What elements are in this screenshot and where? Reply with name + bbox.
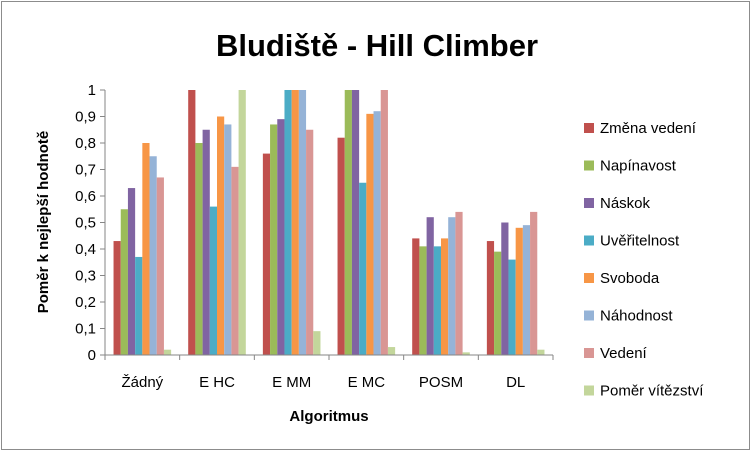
bar	[113, 241, 121, 355]
bar	[486, 241, 495, 355]
bar	[462, 352, 470, 355]
y-tick-label: 0,5	[75, 215, 96, 232]
bar	[284, 90, 292, 355]
x-tick-label: Žádný	[121, 374, 163, 391]
legend-swatch	[584, 348, 594, 358]
bar	[217, 116, 225, 355]
bar	[313, 331, 321, 355]
y-tick-label: 0,6	[75, 188, 96, 205]
bar	[306, 129, 314, 355]
x-tick-label: E MC	[348, 374, 386, 391]
legend-label: Změna vedení	[600, 120, 697, 137]
y-ticks: 0 0,1 0,2 0,3 0,4 0,5 0,6 0,7 0,8 0,9 1	[75, 82, 105, 364]
bar	[419, 246, 427, 355]
bar	[277, 119, 285, 356]
bar	[209, 206, 217, 355]
bar	[135, 256, 143, 355]
legend-label: Vedení	[600, 345, 648, 362]
y-tick-label: 0,1	[75, 321, 96, 338]
bar	[455, 211, 463, 355]
bar	[441, 238, 449, 355]
legend-label: Náskok	[600, 195, 651, 212]
bar	[501, 222, 509, 355]
bars	[113, 90, 545, 356]
bar	[366, 113, 374, 355]
y-tick-label: 0,4	[75, 241, 96, 258]
x-tick-label: E MM	[272, 374, 311, 391]
bar	[412, 238, 420, 355]
legend: Změna vedení Napínavost Náskok Uvěřitelnost…	[584, 120, 704, 400]
bar	[262, 153, 271, 355]
y-tick-label: 0,8	[75, 135, 96, 152]
bar	[156, 177, 164, 355]
bar	[298, 90, 307, 355]
legend-label: Uvěřitelnost	[600, 233, 680, 250]
bar	[387, 347, 396, 355]
y-axis-title: Poměr k nejlepší hodnotě	[35, 131, 52, 314]
bar	[270, 124, 278, 355]
bar	[448, 217, 456, 355]
bar	[344, 90, 352, 355]
bar	[238, 90, 246, 355]
x-tick-label: DL	[506, 374, 525, 391]
bar	[202, 129, 210, 355]
y-tick-label: 0,7	[75, 162, 96, 179]
legend-swatch	[584, 385, 594, 396]
bar	[373, 111, 381, 355]
bar	[515, 227, 523, 355]
bar	[120, 209, 128, 355]
bar	[537, 349, 545, 355]
x-tick-label: E HC	[199, 374, 235, 391]
bar	[508, 259, 516, 355]
bar	[351, 90, 360, 355]
y-tick-label: 0,9	[75, 109, 96, 126]
bar	[149, 156, 157, 355]
legend-swatch	[584, 160, 594, 171]
bar	[530, 211, 538, 355]
legend-swatch	[584, 273, 594, 283]
legend-label: Napínavost	[600, 158, 677, 175]
legend-swatch	[584, 235, 594, 246]
x-ticks: Žádný E HC E MM E MC POSM DL	[104, 355, 554, 391]
bar	[163, 349, 172, 355]
bar	[291, 90, 299, 355]
bar	[188, 90, 196, 355]
x-tick-label: POSM	[419, 374, 463, 391]
bar	[433, 246, 441, 355]
y-tick-label: 1	[88, 82, 96, 99]
legend-swatch	[584, 123, 594, 133]
bar	[337, 137, 345, 355]
bar	[195, 143, 203, 355]
y-tick-label: 0,3	[75, 268, 96, 285]
bar	[231, 166, 239, 355]
y-tick-label: 0	[88, 347, 96, 364]
x-axis-title: Algoritmus	[289, 408, 368, 425]
legend-label: Svoboda	[600, 270, 660, 287]
bar	[522, 225, 531, 355]
bar	[127, 188, 136, 355]
bar	[426, 217, 434, 355]
bar	[142, 143, 150, 355]
bar	[494, 251, 502, 355]
bar	[380, 90, 388, 355]
legend-swatch	[584, 198, 594, 208]
bar	[224, 124, 232, 355]
legend-label: Poměr vítězství	[600, 383, 704, 400]
y-tick-label: 0,2	[75, 294, 96, 311]
bar	[359, 182, 367, 355]
legend-label: Náhodnost	[600, 308, 673, 325]
legend-swatch	[584, 310, 594, 321]
chart-title: Bludiště - Hill Climber	[216, 28, 538, 63]
